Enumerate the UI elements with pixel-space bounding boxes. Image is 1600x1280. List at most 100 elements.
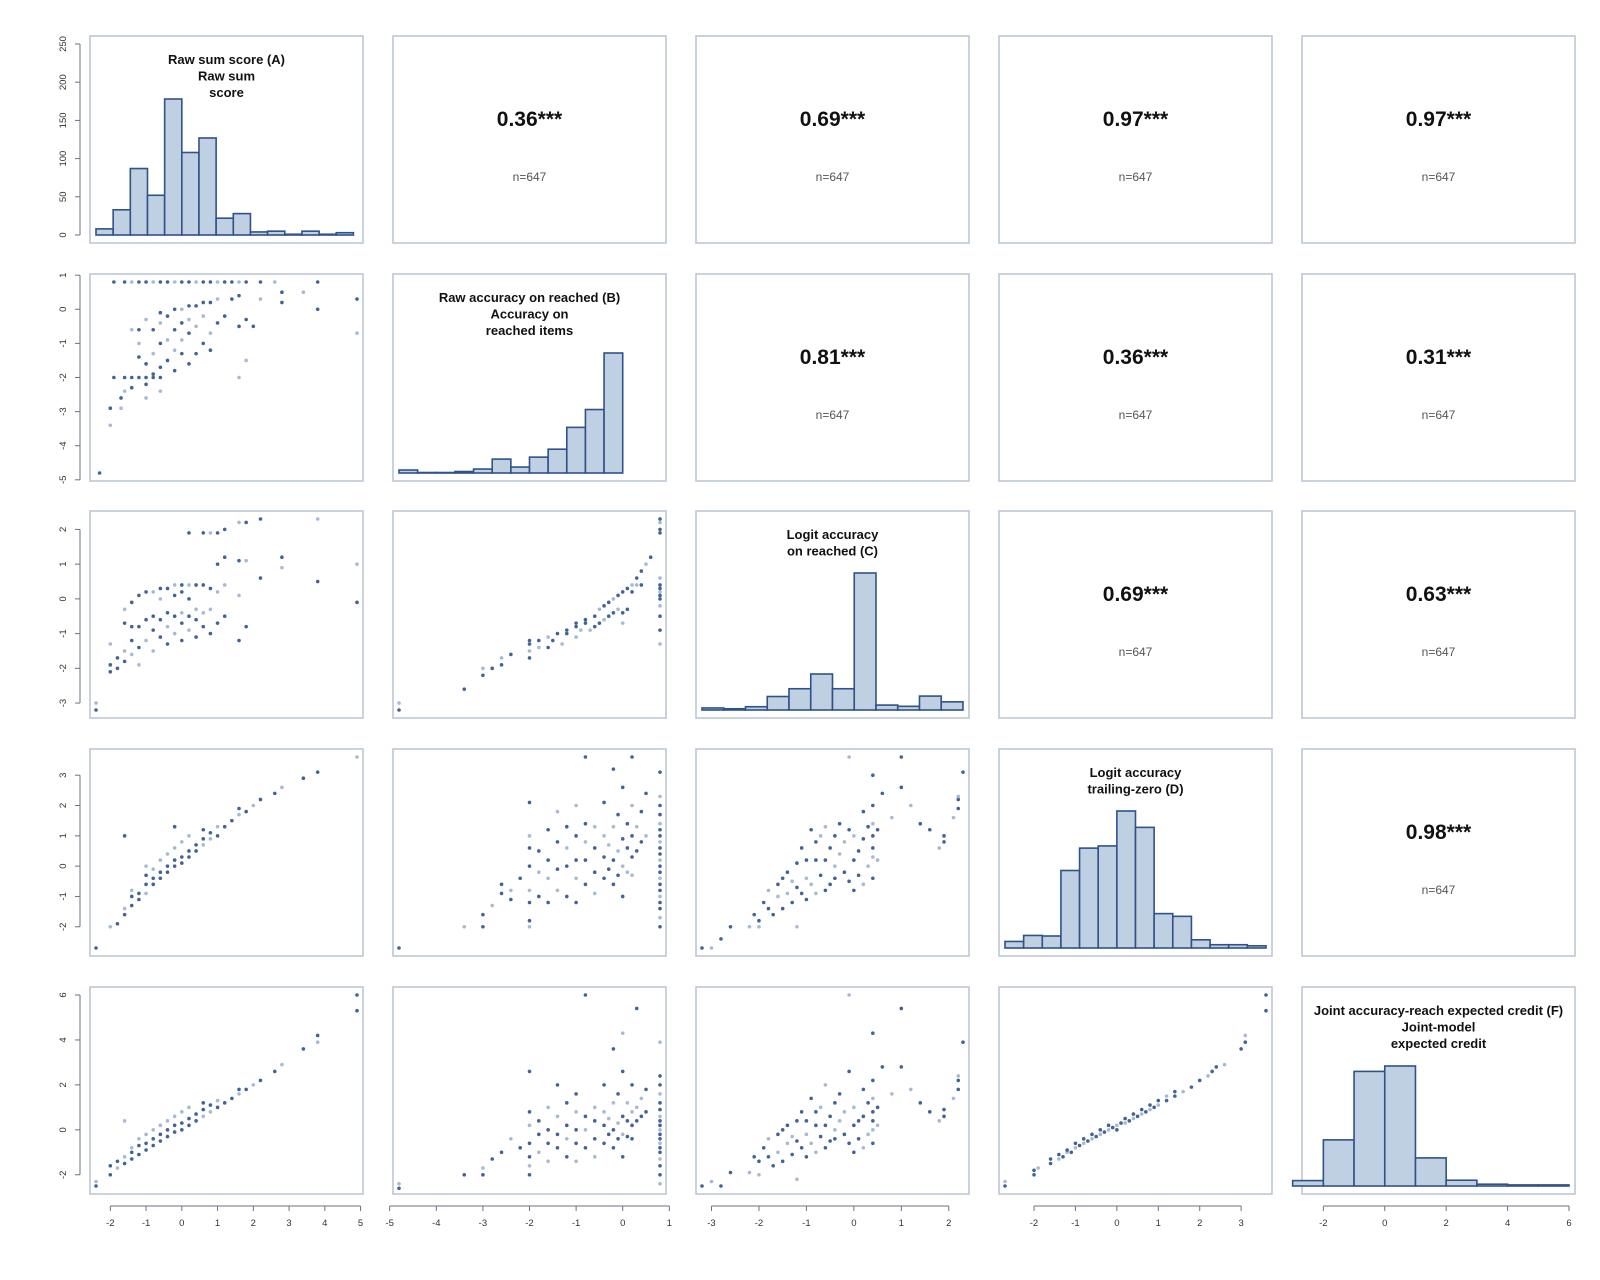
panel-B-A xyxy=(89,273,364,482)
scatter-point xyxy=(1139,1112,1144,1116)
correlation-value: 0.81*** xyxy=(800,346,866,369)
scatter-point xyxy=(658,583,662,587)
scatter-point xyxy=(490,666,495,671)
histogram-D xyxy=(1004,810,1267,949)
scatter-point xyxy=(771,912,775,917)
scatter-point xyxy=(842,840,847,844)
scatter-point xyxy=(658,520,662,525)
panel-A-D: 0.97*** n=647 xyxy=(998,35,1273,244)
scatter-point xyxy=(280,300,284,305)
scatter-point xyxy=(823,1123,828,1128)
scatter-point xyxy=(871,1128,875,1132)
scatter-point xyxy=(180,338,184,342)
x-tick-label: 0 xyxy=(179,1218,184,1229)
scatter-point xyxy=(776,1132,780,1137)
scatter-point xyxy=(658,1163,662,1168)
x-tick-label: 4 xyxy=(1505,1218,1510,1229)
scatter-point xyxy=(1032,1172,1036,1177)
scatter-point xyxy=(151,867,156,871)
y-tick-label: -2 xyxy=(58,1171,69,1179)
scatter-point xyxy=(201,1107,206,1112)
scatter-point xyxy=(215,590,220,594)
x-tick-label: 6 xyxy=(1566,1218,1571,1229)
scatter-point xyxy=(1264,1008,1268,1013)
scatter-point xyxy=(871,1119,875,1123)
scatter-point xyxy=(158,586,163,591)
panel-B-C: 0.81*** n=647 xyxy=(695,273,970,482)
x-tick-label: 3 xyxy=(286,1218,291,1229)
diagonal-label-D: Logit accuracy trailing-zero (D) xyxy=(1087,765,1183,797)
scatter-point xyxy=(658,1181,662,1186)
scatter-point xyxy=(856,849,861,853)
scatter-point xyxy=(1173,1094,1177,1098)
scatter-point xyxy=(180,1110,184,1114)
scatter-point xyxy=(658,628,662,632)
scatter-point xyxy=(108,1163,113,1168)
panel-frame xyxy=(695,35,970,244)
scatter-point xyxy=(94,1179,98,1184)
scatter-point xyxy=(1115,1128,1119,1132)
scatter-point xyxy=(94,708,98,712)
scatter-point xyxy=(597,607,602,612)
y-tick-label: 3 xyxy=(58,773,69,778)
scatter-point xyxy=(771,1163,775,1168)
scatter-point xyxy=(804,1119,809,1123)
scatter-point xyxy=(129,1146,134,1150)
scatter-point xyxy=(861,882,866,887)
scatter-point xyxy=(1148,1103,1152,1107)
scatter-point xyxy=(172,824,177,829)
scatter-point xyxy=(602,1141,606,1146)
scatter-point xyxy=(814,840,818,844)
hist-bar xyxy=(146,194,166,236)
hist-bar xyxy=(249,231,269,236)
scatter-point xyxy=(658,604,662,608)
scatter-point xyxy=(355,755,359,759)
scatter-point xyxy=(208,348,213,353)
x-tick-label: -2 xyxy=(525,1218,533,1229)
scatter-point xyxy=(856,873,861,878)
scatter-point xyxy=(537,1150,541,1155)
scatter-point xyxy=(658,576,662,580)
scatter-B-D xyxy=(397,755,662,950)
scatter-point xyxy=(560,642,564,646)
scatter-point xyxy=(956,797,961,802)
scatter-point xyxy=(499,656,504,660)
scatter-point xyxy=(842,1110,847,1114)
scatter-point xyxy=(237,324,241,329)
scatter-point xyxy=(1131,1112,1136,1116)
x-tick-label: 2 xyxy=(1444,1218,1449,1229)
panel-A-B: 0.36*** n=647 xyxy=(392,35,667,244)
scatter-point xyxy=(597,621,602,625)
scatter-point xyxy=(215,1098,220,1103)
scatter-point xyxy=(719,937,723,941)
y-tick-label: 50 xyxy=(58,192,69,203)
scatter-point xyxy=(630,855,634,859)
scatter-C-D xyxy=(700,755,965,950)
scatter-point xyxy=(527,800,532,805)
scatter-point xyxy=(194,583,198,587)
scatter-point xyxy=(583,1146,588,1150)
scatter-point xyxy=(158,1132,163,1137)
scatter-point xyxy=(187,280,191,284)
y-axis-row-D: -2 -1 0 1 2 3 xyxy=(58,773,81,931)
x-axis-col-C: -3 -2 -1 0 1 2 xyxy=(707,1205,951,1229)
scatter-point xyxy=(555,631,560,636)
scatter-point xyxy=(875,827,880,832)
correlation-n: n=647 xyxy=(513,170,547,184)
scatter-point xyxy=(564,824,569,829)
scatter-point xyxy=(555,809,560,814)
y-tick-label: 150 xyxy=(58,112,69,128)
scatter-point xyxy=(602,604,606,608)
panel-C-F: 0.63*** n=647 xyxy=(1301,510,1576,719)
x-axis-col-F: -2 0 2 4 6 xyxy=(1319,1205,1572,1229)
panel-F-C xyxy=(695,986,970,1195)
scatter-point xyxy=(795,924,799,929)
scatter-point xyxy=(1148,1107,1152,1112)
scatter-point xyxy=(961,770,965,774)
scatter-point xyxy=(537,638,541,643)
scatter-point xyxy=(151,1143,156,1148)
scatter-point xyxy=(574,900,578,905)
scatter-point xyxy=(280,290,284,295)
scatter-point xyxy=(280,565,284,570)
scatter-point xyxy=(546,858,550,862)
